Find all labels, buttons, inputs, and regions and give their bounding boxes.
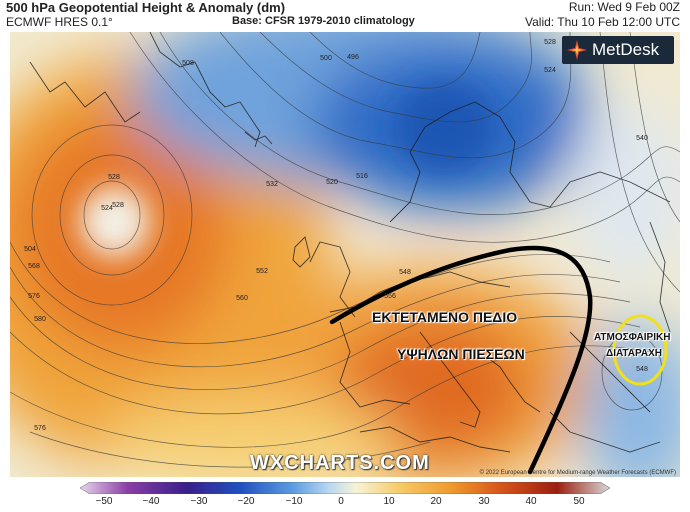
ridge-label-line1: ΕΚΤΕΤΑΜΕΝΟ ΠΕΔΙΟ <box>372 309 518 325</box>
metdesk-logo-icon <box>567 40 587 60</box>
contour-label: 524 <box>544 67 556 74</box>
anomaly-field: 528 508 500 496 528 524 540 528 524 520 … <box>10 32 680 477</box>
contour-label: 556 <box>384 293 396 300</box>
wxcharts-watermark: WXCHARTS.COM <box>250 452 430 474</box>
colorbar-tick: −40 <box>142 496 160 507</box>
contour-label: 528 <box>544 39 556 46</box>
ridge-label-line2: ΥΨΗΛΩΝ ΠΙΕΣΕΩΝ <box>397 346 525 362</box>
logo-text: MetDesk <box>592 40 660 59</box>
colorbar-tick: −50 <box>95 496 113 507</box>
ecmwf-copyright: © 2022 European Centre for Medium-range … <box>479 470 676 476</box>
ridge-axis-line <box>329 245 593 475</box>
contour-label: 516 <box>356 173 368 180</box>
contour-label: 576 <box>28 293 40 300</box>
contour-label: 540 <box>636 135 648 142</box>
contour-label: 508 <box>182 60 194 67</box>
contour-label: 548 <box>636 366 648 373</box>
contour-label: 580 <box>34 316 46 323</box>
disturbance-label-line2: ΔΙΑΤΑΡΑΧΗ <box>606 348 662 359</box>
colorbar-tick: −10 <box>285 496 303 507</box>
colorbar-tick: −20 <box>237 496 255 507</box>
colorbar-tick: 10 <box>383 496 395 507</box>
colorbar-tick: 30 <box>478 496 490 507</box>
model-label: ECMWF HRES 0.1° <box>6 15 113 29</box>
anomaly-colorbar <box>80 482 610 494</box>
disturbance-label-line1: ΑΤΜΟΣΦΑΙΡΙΚΗ <box>594 332 671 343</box>
run-time-label: Run: Wed 9 Feb 00Z <box>568 0 680 14</box>
colorbar-tick: 40 <box>525 496 537 507</box>
contour-label: 496 <box>347 54 359 61</box>
colorbar-tick: 0 <box>338 496 344 507</box>
metdesk-logo: MetDesk <box>562 36 674 64</box>
contour-label: 568 <box>28 263 40 270</box>
contour-label: 548 <box>399 269 411 276</box>
contour-label: 528 <box>112 202 124 209</box>
chart-title: 500 hPa Geopotential Height & Anomaly (d… <box>6 0 286 15</box>
contour-label: 504 <box>24 246 36 253</box>
contour-label: 560 <box>236 295 248 302</box>
climatology-base-label: Base: CFSR 1979-2010 climatology <box>232 15 415 27</box>
weather-map: 528 508 500 496 528 524 540 528 524 520 … <box>10 32 680 477</box>
contour-label: 576 <box>34 425 46 432</box>
contour-label: 524 <box>101 205 113 212</box>
colorbar-tick: 50 <box>573 496 585 507</box>
contour-label: 500 <box>320 55 332 62</box>
contour-label: 532 <box>266 181 278 188</box>
valid-time-label: Valid: Thu 10 Feb 12:00 UTC <box>525 15 680 29</box>
highlight-circle <box>612 314 668 386</box>
colorbar-tick: −30 <box>190 496 208 507</box>
colorbar-tick: 20 <box>430 496 442 507</box>
contour-label: 552 <box>256 268 268 275</box>
contour-label: 520 <box>326 179 338 186</box>
contour-label: 528 <box>108 174 120 181</box>
